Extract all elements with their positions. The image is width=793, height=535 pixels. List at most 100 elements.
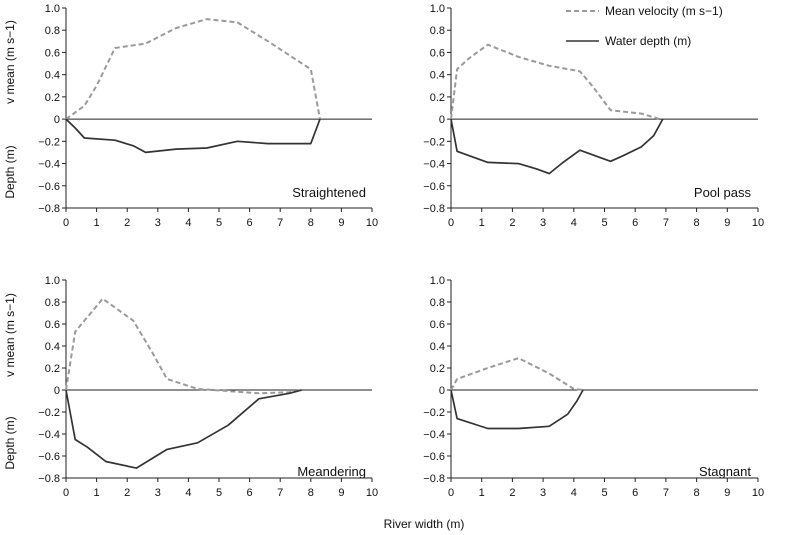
x-tick-label: 4 [185, 487, 191, 499]
x-tick-label: 6 [632, 487, 638, 499]
y-tick-label: −0.2 [38, 136, 60, 148]
x-tick-label: 4 [571, 217, 577, 229]
x-tick-label: 8 [694, 487, 700, 499]
panel-label-pool-pass: Pool pass [694, 185, 752, 200]
y-tick-label: −0.6 [423, 451, 445, 463]
y-tick-label: −0.8 [38, 203, 60, 215]
y-tick-label: 0.4 [45, 341, 60, 353]
x-tick-label: 9 [338, 217, 344, 229]
velocity-line [450, 43, 661, 121]
x-tick-label: 4 [571, 487, 577, 499]
x-tick-label: 3 [155, 487, 161, 499]
x-tick-label: 5 [601, 217, 607, 229]
x-tick-label: 9 [724, 217, 730, 229]
y-tick-label: 0.6 [45, 47, 60, 59]
x-tick-label: 5 [216, 487, 222, 499]
ylabel-velocity-row1: v mean (m s−1) [3, 20, 17, 104]
x-tick-label: 7 [663, 487, 669, 499]
depth-line [450, 118, 664, 175]
x-tick-label: 1 [479, 217, 485, 229]
y-tick-label: −0.4 [38, 159, 60, 171]
x-tick-label: 10 [366, 217, 378, 229]
y-tick-label: 0.4 [45, 70, 60, 82]
x-tick-label: 0 [448, 217, 454, 229]
y-tick-label: 0.6 [430, 47, 445, 59]
x-tick-label: 4 [185, 217, 191, 229]
x-tick-label: 5 [601, 487, 607, 499]
y-tick-label: −0.8 [38, 473, 60, 485]
ylabel-velocity-row2: v mean (m s−1) [3, 293, 17, 377]
y-tick-label: −0.2 [423, 407, 445, 419]
y-tick-label: −0.4 [423, 159, 445, 171]
y-tick-label: −0.8 [423, 473, 445, 485]
y-tick-label: 0 [439, 385, 445, 397]
x-tick-label: 5 [216, 217, 222, 229]
x-tick-label: 0 [63, 217, 69, 229]
panel-pool-pass: 1.00.80.60.40.20−0.2−0.4−0.6−0.80 1 2 3 4 5 6 7… [423, 3, 764, 229]
x-tick-label: 2 [509, 487, 515, 499]
panel-label-stagnant: Stagnant [699, 464, 751, 479]
y-tick-label: 0.4 [430, 341, 445, 353]
y-tick-label: 0.8 [45, 297, 60, 309]
depth-line [450, 389, 584, 430]
x-tick-label: 0 [448, 487, 454, 499]
x-tick-label: 1 [94, 487, 100, 499]
x-tick-label: 10 [752, 487, 764, 499]
y-tick-label: 0.2 [430, 92, 445, 104]
panel-straightened: 1.00.80.60.40.20−0.2−0.4−0.6−0.80 1 2 3 4 5 6 7… [38, 3, 378, 229]
x-tick-label: 9 [338, 487, 344, 499]
x-tick-label: 1 [94, 217, 100, 229]
y-tick-label: −0.6 [38, 181, 60, 193]
y-tick-label: 1.0 [430, 275, 445, 287]
x-tick-label: 9 [724, 487, 730, 499]
y-tick-label: 0.8 [45, 25, 60, 37]
y-tick-label: 0.6 [430, 319, 445, 331]
x-tick-label: 10 [366, 487, 378, 499]
x-tick-label: 10 [752, 217, 764, 229]
x-tick-label: 2 [509, 217, 515, 229]
panel-stagnant: 1.00.80.60.40.20−0.2−0.4−0.6−0.80 1 2 3 4 5 6 7… [423, 275, 764, 499]
y-tick-label: 0 [54, 114, 60, 126]
y-tick-label: 1.0 [430, 3, 445, 15]
x-tick-label: 0 [63, 487, 69, 499]
x-tick-label: 6 [247, 487, 253, 499]
y-tick-label: 0.4 [430, 70, 445, 82]
velocity-line [65, 18, 321, 120]
velocity-line [65, 297, 302, 395]
y-tick-label: 1.0 [45, 3, 60, 15]
panel-meandering: 1.00.80.60.40.20−0.2−0.4−0.6−0.80 1 2 3 4 5 6 7… [38, 275, 378, 499]
x-tick-label: 3 [540, 217, 546, 229]
x-tick-label: 8 [694, 217, 700, 229]
x-tick-label: 3 [540, 487, 546, 499]
x-tick-label: 7 [277, 487, 283, 499]
ylabel-depth-row2: Depth (m) [3, 416, 17, 469]
panels: 1.00.80.60.40.20−0.2−0.4−0.6−0.80 1 2 3 4 5 6 7… [38, 3, 764, 499]
y-tick-label: −0.2 [423, 136, 445, 148]
legend-label-velocity: Mean velocity (m s−1) [605, 4, 723, 18]
x-tick-label: 6 [247, 217, 253, 229]
x-tick-label: 3 [155, 217, 161, 229]
velocity-line [450, 357, 584, 391]
y-tick-label: 0.2 [430, 363, 445, 375]
panel-label-straightened: Straightened [292, 185, 366, 200]
y-tick-label: 1.0 [45, 275, 60, 287]
panel-label-meandering: Meandering [297, 464, 366, 479]
depth-line [65, 118, 321, 154]
x-tick-label: 1 [479, 487, 485, 499]
x-tick-label: 8 [308, 487, 314, 499]
depth-line [65, 389, 302, 469]
x-tick-label: 2 [124, 217, 130, 229]
legend: Mean velocity (m s−1) Water depth (m) [566, 4, 723, 48]
x-axis-label: River width (m) [384, 517, 465, 531]
y-tick-label: −0.4 [423, 429, 445, 441]
y-tick-label: −0.2 [38, 407, 60, 419]
ylabel-depth-row1: Depth (m) [3, 145, 17, 198]
legend-label-depth: Water depth (m) [605, 34, 691, 48]
y-tick-label: −0.4 [38, 429, 60, 441]
y-tick-label: 0.8 [430, 25, 445, 37]
x-tick-label: 8 [308, 217, 314, 229]
y-tick-label: 0.8 [430, 297, 445, 309]
y-tick-label: 0.2 [45, 92, 60, 104]
x-tick-label: 7 [277, 217, 283, 229]
